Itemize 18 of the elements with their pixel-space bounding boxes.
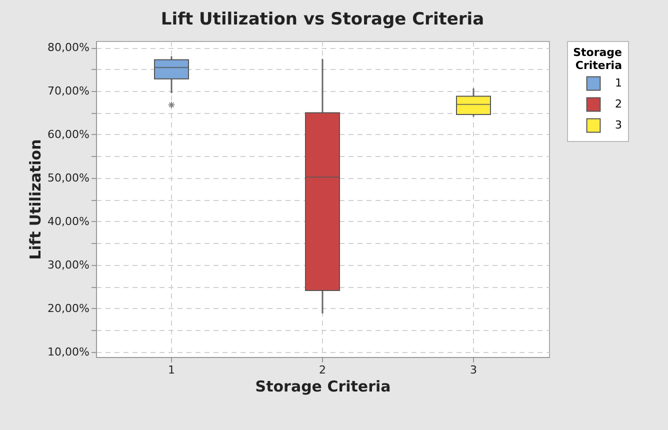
y-tick-label: 30,00% (48, 258, 90, 272)
y-tick-label: 80,00% (48, 41, 90, 54)
legend-label: 3 (615, 118, 622, 132)
y-tick-label: 10,00% (48, 345, 90, 358)
chart-title: Lift Utilization vs Storage Criteria (160, 10, 484, 30)
y-tick-label: 20,00% (48, 302, 90, 315)
y-tick-label: 40,00% (48, 214, 90, 228)
legend-title: Storage Criteria (573, 46, 622, 72)
y-tick-label: 60,00% (48, 128, 90, 141)
x-tick-label: 3 (470, 364, 477, 376)
legend-label: 1 (615, 76, 622, 90)
y-tick-label: 70,00% (48, 84, 90, 98)
x-tick-label: 1 (168, 364, 175, 376)
x-tick-label: 2 (319, 364, 326, 376)
y-axis-title: Lift Utilization (26, 139, 45, 260)
legend-label: 2 (615, 98, 622, 110)
y-tick-label: 50,00% (48, 171, 90, 184)
x-axis-title: Storage Criteria (255, 378, 391, 396)
